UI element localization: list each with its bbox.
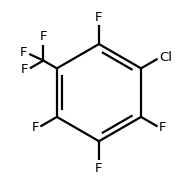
Text: F: F xyxy=(95,162,103,175)
Text: F: F xyxy=(20,63,28,76)
Text: F: F xyxy=(159,121,166,134)
Text: F: F xyxy=(20,46,27,59)
Text: F: F xyxy=(95,11,103,24)
Text: Cl: Cl xyxy=(159,51,172,64)
Text: F: F xyxy=(32,121,39,134)
Text: F: F xyxy=(40,30,47,43)
